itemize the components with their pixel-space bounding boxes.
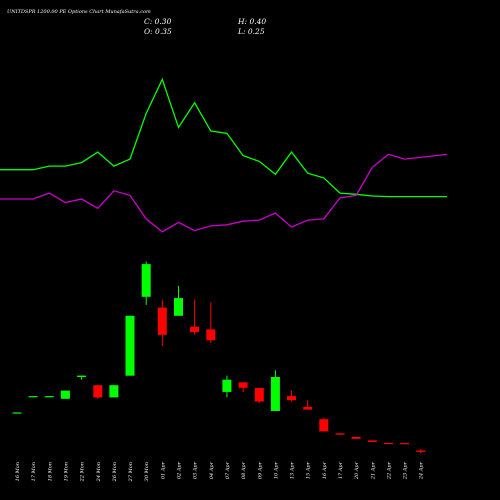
candle-26-mon <box>109 385 119 398</box>
candle-08-apr <box>238 382 248 392</box>
candle-19-mon <box>60 390 70 399</box>
candle-body <box>174 298 183 316</box>
candle-23-apr <box>400 443 410 445</box>
x-tick-label: 21 Apr <box>370 461 376 480</box>
x-tick-label: 24 Mon <box>96 462 102 482</box>
x-tick-label: 22 Mon <box>80 462 86 482</box>
candle-body <box>287 396 296 401</box>
candle-body <box>400 443 410 445</box>
x-tick-label: 17 Mon <box>31 462 37 481</box>
candle-04-apr <box>206 302 216 343</box>
candle-24-apr <box>416 449 426 454</box>
close-value: C: 0.30 <box>144 17 172 26</box>
chart-title: UNITDSPR 1200.00 PE Options Chart Munafa… <box>7 9 151 15</box>
candle-body <box>254 387 264 402</box>
candle-03-apr <box>190 299 200 335</box>
candle-16-mon <box>12 412 22 414</box>
x-tick-label: 19 Mon <box>63 462 69 481</box>
candle-22-apr <box>383 442 393 445</box>
x-tick-label: 08 Apr <box>241 461 247 479</box>
candle-body <box>383 442 393 445</box>
x-tick-label: 16 Mon <box>15 462 21 481</box>
candle-body <box>319 419 329 432</box>
candle-body <box>60 390 70 399</box>
candle-body <box>303 406 313 410</box>
candle-layer <box>12 261 426 454</box>
candle-17-apr <box>335 433 345 435</box>
x-tick-label: 26 Mon <box>112 462 118 482</box>
candle-24-mon <box>93 385 103 399</box>
candle-27-mon <box>125 315 135 376</box>
x-axis-labels: 16 Mon 17 Mon 18 Mon 19 Mon 22 Mon 24 Mon 26 M… <box>15 461 425 482</box>
candle-body <box>190 326 200 333</box>
candle-body <box>222 379 232 392</box>
x-tick-label: 03 Apr <box>193 461 199 479</box>
x-tick-label: 16 Apr <box>322 461 328 479</box>
x-tick-label: 01 Apr <box>160 461 166 479</box>
candle-body <box>77 375 87 377</box>
candle-body <box>157 307 167 335</box>
low-value: L: 0.25 <box>238 27 265 36</box>
candle-body <box>44 396 54 398</box>
candle-body <box>238 382 248 388</box>
x-tick-label: 18 Mon <box>47 462 53 481</box>
candle-body <box>12 412 22 414</box>
x-tick-label: 15 Apr <box>306 461 312 479</box>
open-value: O: 0.35 <box>144 27 172 36</box>
candle-30-mon <box>141 261 151 305</box>
candle-body <box>206 329 216 341</box>
x-tick-label: 27 Mon <box>128 462 134 482</box>
candle-22-mon <box>77 375 87 380</box>
candle-18-mon <box>44 396 54 398</box>
x-tick-label: 13 Apr <box>290 461 296 479</box>
candle-15-apr <box>303 400 313 410</box>
candle-17-mon <box>28 396 38 398</box>
indicator-layer <box>0 77 448 233</box>
candle-02-apr <box>174 285 183 316</box>
candle-13-apr <box>287 390 296 402</box>
x-tick-label: 17 Apr <box>338 461 344 479</box>
candle-20-apr <box>351 436 361 439</box>
x-tick-label: 22 Apr <box>386 461 392 480</box>
candle-body <box>125 315 135 376</box>
candle-body <box>109 385 119 398</box>
candle-07-apr <box>222 375 232 398</box>
candle-body <box>367 440 377 442</box>
indicator-line-2 <box>0 153 448 233</box>
candle-body <box>416 450 426 452</box>
x-tick-label: 10 Apr <box>273 461 279 479</box>
x-tick-label: 07 Apr <box>225 461 231 479</box>
x-tick-label: 09 Apr <box>257 461 263 479</box>
x-tick-label: 23 Apr <box>403 461 409 480</box>
x-tick-label: 02 Apr <box>177 461 183 479</box>
candle-body <box>270 377 280 411</box>
candle-body <box>351 436 361 439</box>
indicator-line-1 <box>0 77 447 198</box>
candle-21-apr <box>367 440 377 442</box>
candle-01-apr <box>157 299 167 346</box>
candle-09-apr <box>254 387 264 403</box>
x-tick-label: 20 Apr <box>354 461 360 480</box>
x-tick-label: 24 Apr <box>419 461 425 480</box>
candle-16-apr <box>319 417 329 432</box>
x-tick-label: 04 Apr <box>209 461 215 479</box>
high-value: H: 0.40 <box>238 17 267 26</box>
candle-body <box>28 396 38 398</box>
candle-body <box>93 385 103 398</box>
candle-10-apr <box>270 370 280 411</box>
candle-body <box>141 264 151 297</box>
candle-body <box>335 433 345 435</box>
x-tick-label: 30 Mon <box>144 462 150 481</box>
